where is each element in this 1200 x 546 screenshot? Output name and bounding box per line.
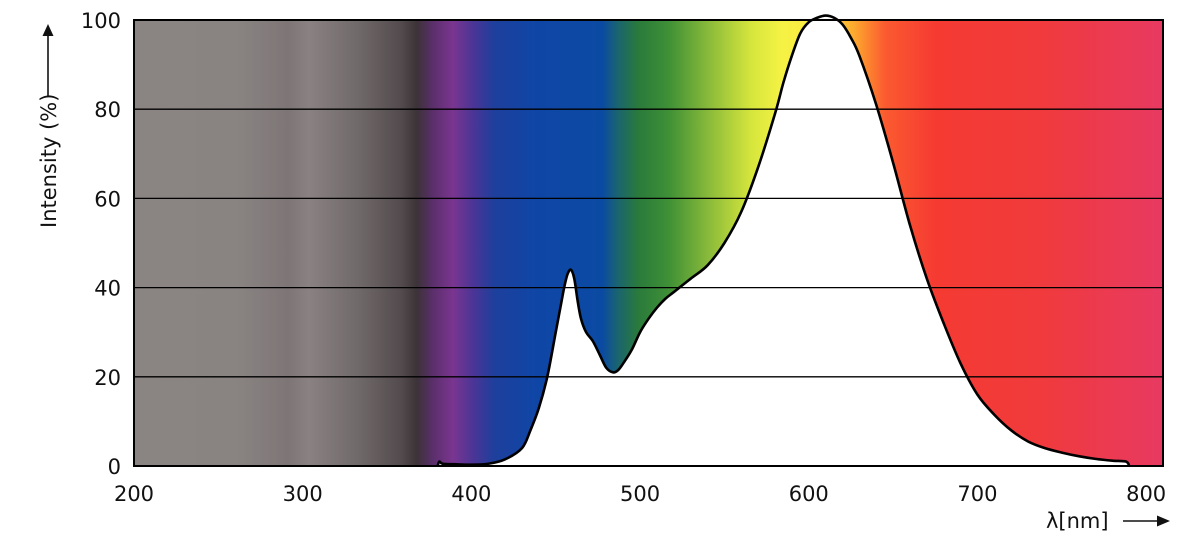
y-tick-label-60: 60: [94, 187, 121, 211]
y-tick-label-0: 0: [108, 455, 121, 479]
y-axis-label: Intensity (%): [37, 94, 61, 228]
y-tick-label-20: 20: [94, 366, 121, 390]
y-axis-ticks: 0 20 40 60 80 100: [81, 9, 121, 479]
x-axis-arrow: [1123, 515, 1170, 527]
spectrum-curve-area: [437, 15, 1130, 466]
y-tick-label-100: 100: [81, 9, 121, 33]
plot-frame: [133, 19, 1164, 467]
grid-lines: [134, 108, 1163, 378]
x-axis-ticks: 200 300 400 500 600 700 800: [114, 482, 1166, 506]
x-tick-label-800: 800: [1126, 482, 1166, 506]
y-axis-arrow: [42, 24, 54, 96]
x-tick-label-300: 300: [283, 482, 323, 506]
x-tick-label-200: 200: [114, 482, 154, 506]
spectrum-curve-line: [436, 14, 1131, 467]
x-tick-label-500: 500: [620, 482, 660, 506]
y-tick-label-80: 80: [94, 98, 121, 122]
x-tick-label-600: 600: [789, 482, 829, 506]
x-tick-label-700: 700: [957, 482, 997, 506]
x-axis-label: λ[nm]: [1046, 509, 1109, 533]
x-tick-label-400: 400: [451, 482, 491, 506]
y-tick-label-40: 40: [94, 277, 121, 301]
